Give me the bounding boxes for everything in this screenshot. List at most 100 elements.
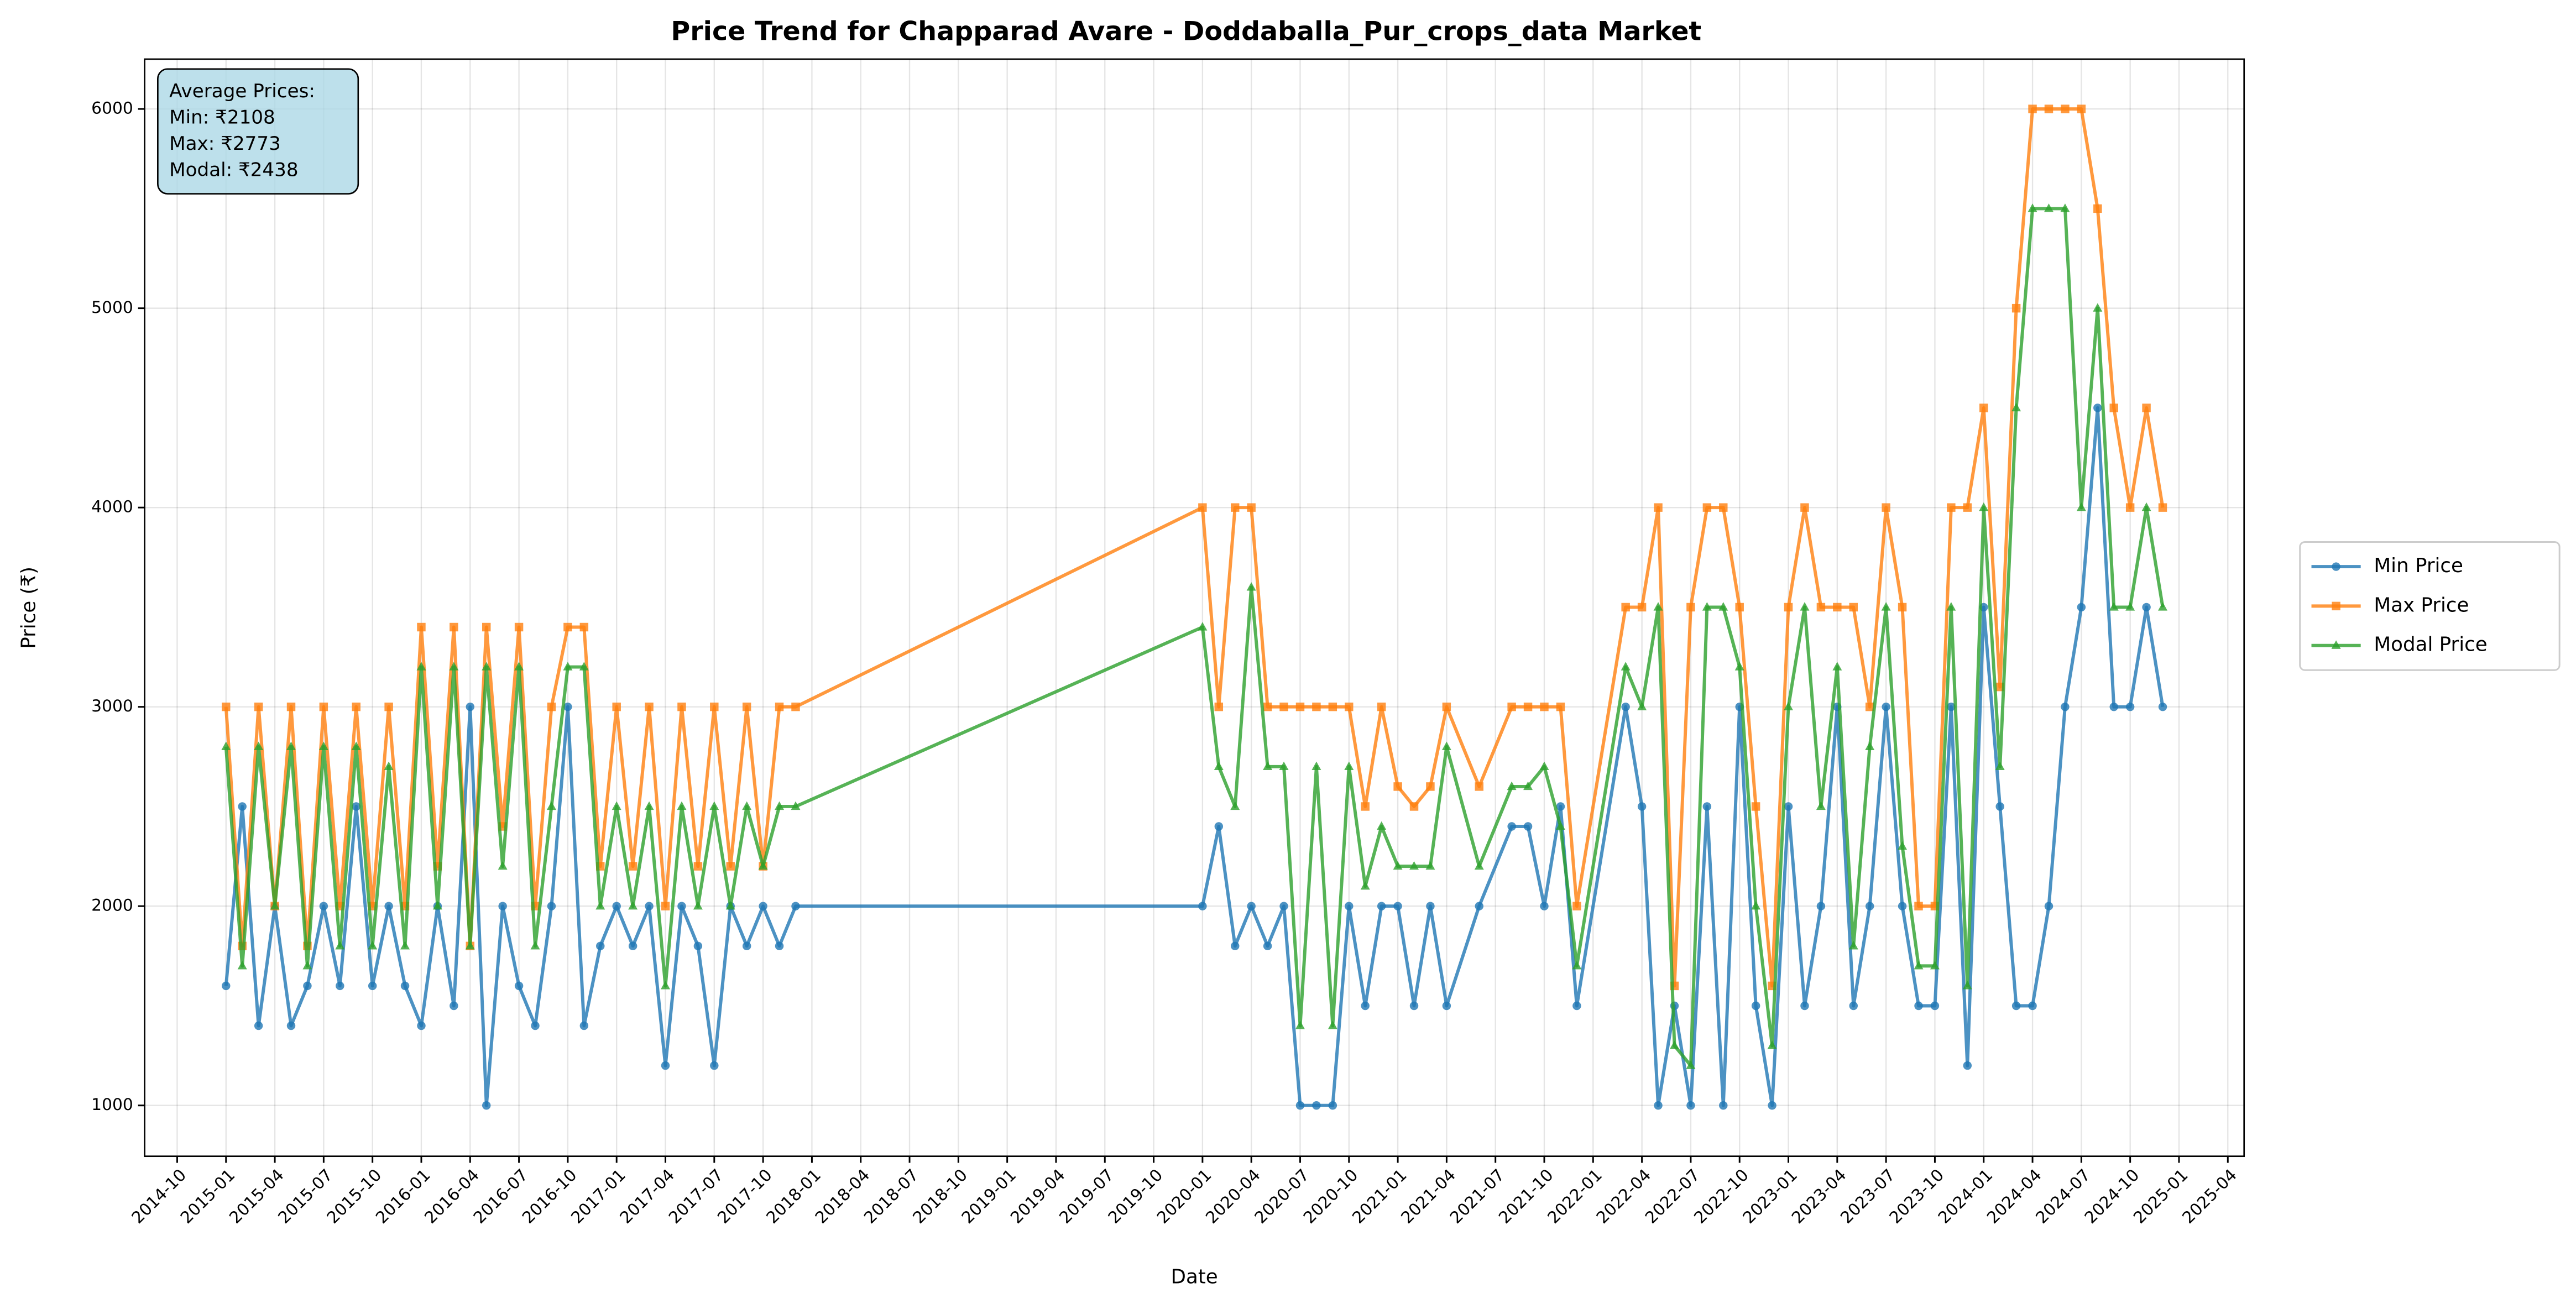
marker (254, 1021, 263, 1030)
marker (1734, 662, 1744, 671)
marker (1247, 503, 1256, 512)
legend (2299, 541, 2561, 671)
marker (1637, 603, 1647, 612)
marker (1311, 761, 1321, 771)
chart-title: Price Trend for Chapparad Avare - Doddab… (671, 16, 1701, 46)
marker (1247, 902, 1256, 910)
marker (2044, 104, 2054, 113)
marker (222, 702, 231, 711)
y-tick-label: 6000 (91, 99, 133, 118)
marker (1751, 1001, 1760, 1010)
marker (612, 702, 621, 711)
marker (1312, 702, 1321, 711)
marker (1751, 900, 1761, 910)
marker (1475, 782, 1483, 791)
marker (450, 622, 458, 632)
marker (1718, 602, 1728, 611)
marker (1833, 603, 1842, 612)
marker (466, 702, 475, 711)
marker (1230, 801, 1240, 810)
marker (1442, 1001, 1451, 1010)
marker (1865, 702, 1874, 711)
marker (628, 900, 638, 910)
marker (1231, 941, 1240, 951)
marker (1328, 1020, 1337, 1029)
marker (1669, 1040, 1679, 1049)
marker (2093, 303, 2103, 312)
marker (1882, 503, 1890, 512)
marker (693, 900, 703, 910)
marker (1768, 1101, 1776, 1110)
annotation: Average Prices: Min: ₹2108 Max: ₹2773 Modal… (169, 80, 315, 181)
marker (1621, 662, 1631, 671)
marker (2158, 702, 2167, 711)
series-line (224, 207, 2165, 1067)
series-line (224, 406, 2165, 1107)
marker (1979, 404, 1988, 412)
marker (384, 702, 393, 711)
marker (1409, 861, 1419, 870)
marker (2332, 562, 2340, 571)
marker (1425, 861, 1435, 870)
marker (775, 801, 785, 810)
marker (742, 702, 751, 711)
marker (726, 862, 735, 871)
marker (254, 702, 263, 711)
marker (286, 1021, 296, 1030)
y-tick-label: 5000 (91, 298, 133, 317)
marker (1507, 781, 1517, 790)
marker (2332, 601, 2340, 611)
marker (661, 981, 671, 989)
marker (1898, 902, 1907, 910)
marker (2125, 503, 2135, 512)
marker (1474, 861, 1484, 870)
marker (1930, 1001, 1940, 1010)
legend-label: Modal Price (2374, 633, 2487, 656)
marker (579, 662, 589, 671)
marker (351, 741, 361, 750)
marker (1328, 1101, 1337, 1110)
marker (1377, 902, 1386, 910)
marker (628, 862, 638, 871)
marker (1784, 701, 1794, 710)
annotation-box (157, 68, 359, 195)
marker (661, 902, 670, 910)
marker (1947, 503, 1956, 512)
marker (644, 801, 654, 810)
marker (1800, 602, 1810, 611)
marker (352, 802, 360, 811)
marker (1426, 782, 1435, 791)
marker (1686, 1060, 1696, 1069)
marker (791, 702, 800, 711)
marker (2061, 702, 2070, 711)
marker (775, 702, 784, 711)
marker (384, 902, 393, 910)
annotation-line: Max: ₹2773 (169, 133, 281, 155)
marker (1345, 702, 1354, 711)
marker (2125, 602, 2135, 611)
marker (693, 862, 703, 871)
marker (1702, 503, 1712, 512)
marker (449, 662, 459, 671)
marker (417, 1021, 426, 1030)
y-axis-label: Price (₹) (18, 567, 40, 649)
marker (1963, 1061, 1972, 1070)
marker (1702, 602, 1712, 611)
marker (1816, 902, 1826, 910)
marker (1784, 802, 1793, 811)
marker (791, 801, 801, 810)
marker (2077, 603, 2086, 612)
marker (335, 941, 345, 950)
marker (563, 662, 573, 671)
marker (1800, 1001, 1809, 1010)
marker (222, 981, 231, 991)
marker (531, 1021, 540, 1030)
marker (1361, 1001, 1370, 1010)
marker (1377, 821, 1387, 830)
marker (1393, 861, 1403, 870)
marker (1540, 902, 1549, 910)
marker (1426, 902, 1435, 910)
marker (1572, 1001, 1581, 1010)
marker (1555, 821, 1565, 830)
legend-items: Min Price Max Price Modal Price (2311, 554, 2488, 656)
